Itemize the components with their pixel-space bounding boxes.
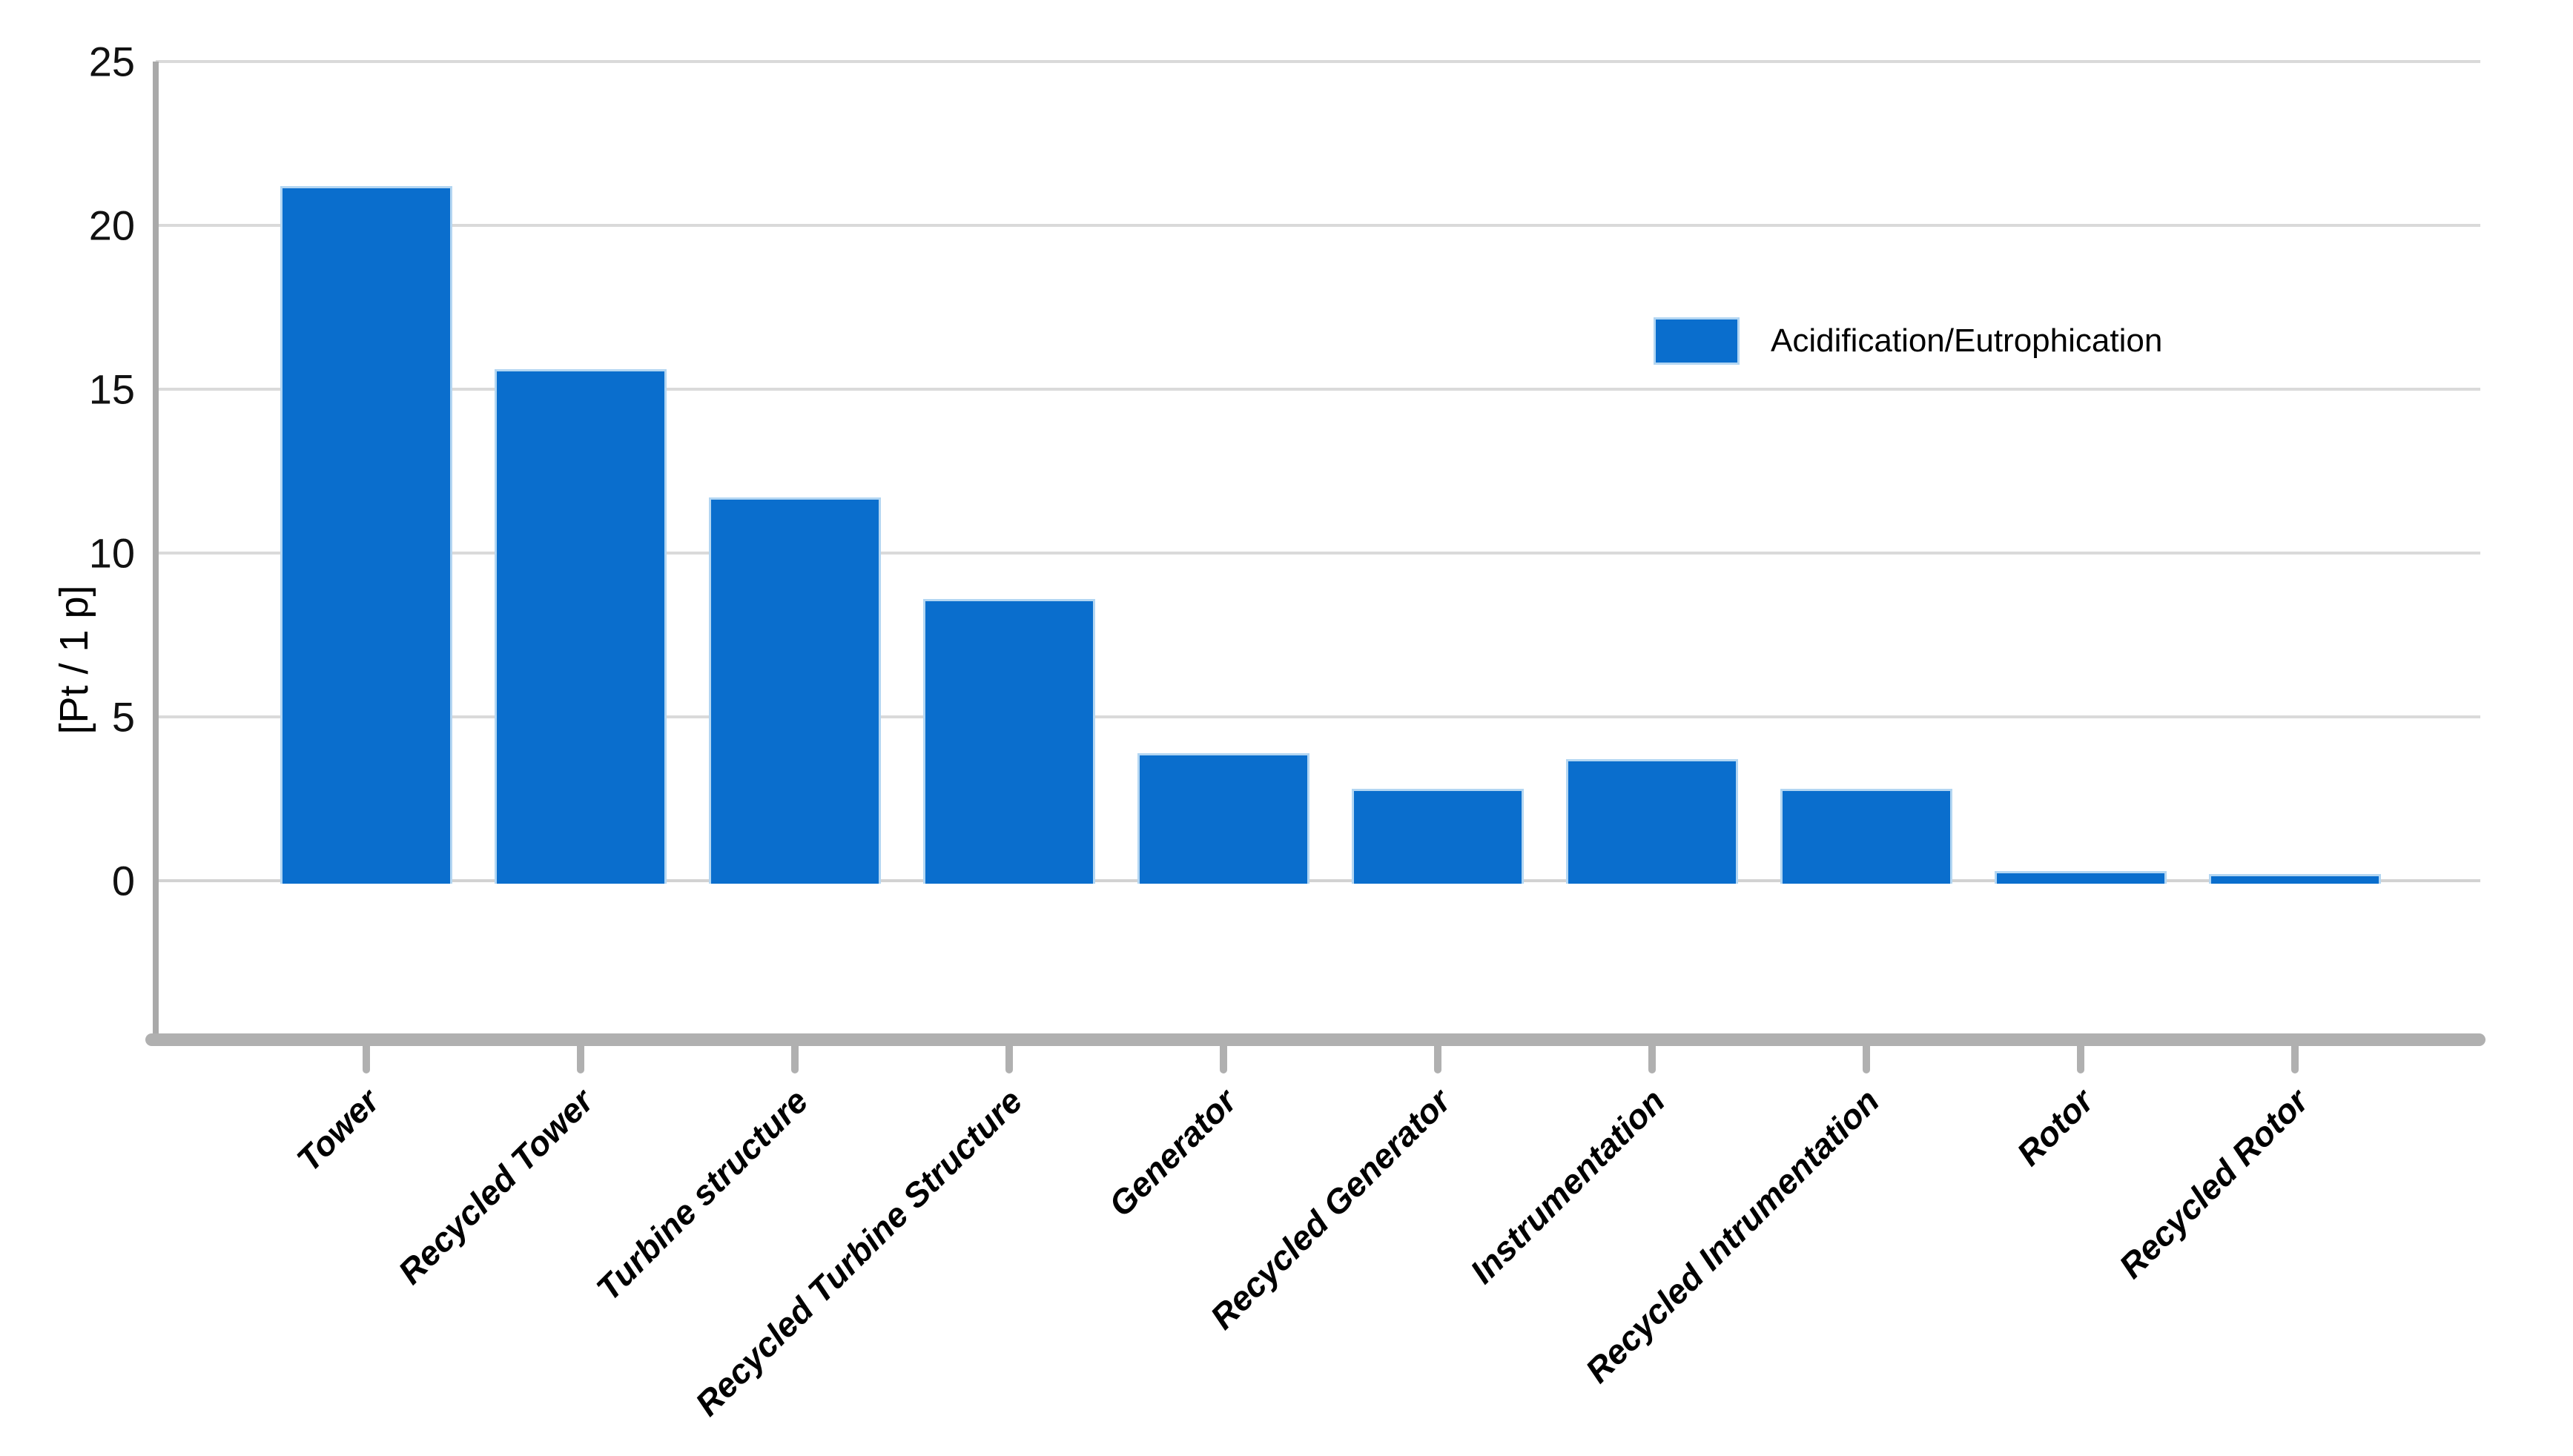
y-tick-label: 5 xyxy=(111,693,135,741)
x-axis-line xyxy=(145,1033,2486,1046)
gridline-y-10 xyxy=(156,552,2480,555)
gridline-y-20 xyxy=(156,224,2480,227)
legend-swatch xyxy=(1654,317,1740,365)
legend: Acidification/Eutrophication xyxy=(1654,317,2162,365)
x-category-label: Recycled Rotor xyxy=(2111,1081,2316,1286)
x-tick-mark xyxy=(2077,1044,2084,1073)
y-tick-label: 10 xyxy=(88,529,135,577)
gridline-y-0 xyxy=(156,879,2480,882)
x-tick-mark xyxy=(2291,1044,2299,1073)
gridline-y-15 xyxy=(156,388,2480,391)
x-tick-mark xyxy=(1005,1044,1013,1073)
x-category-label: Generator xyxy=(1101,1081,1244,1224)
y-tick-label: 0 xyxy=(111,857,135,904)
bar-recycled-generator xyxy=(1352,789,1524,884)
y-tick-label: 15 xyxy=(88,365,135,413)
x-tick-mark xyxy=(1220,1044,1227,1073)
x-category-label: Tower xyxy=(289,1081,387,1179)
x-category-label: Turbine structure xyxy=(589,1081,816,1308)
x-tick-mark xyxy=(577,1044,584,1073)
y-tick-label: 25 xyxy=(88,38,135,85)
bar-instrumentation xyxy=(1566,759,1738,884)
x-tick-mark xyxy=(791,1044,799,1073)
y-tick-label: 20 xyxy=(88,202,135,249)
x-tick-mark xyxy=(1648,1044,1656,1073)
x-category-label: Instrumentation xyxy=(1462,1081,1673,1291)
x-tick-mark xyxy=(363,1044,370,1073)
bar-tower xyxy=(280,185,452,884)
x-tick-mark xyxy=(1434,1044,1441,1073)
bar-rotor xyxy=(1995,870,2167,884)
x-tick-mark xyxy=(1863,1044,1870,1073)
bar-generator xyxy=(1137,752,1309,884)
gridline-y-5 xyxy=(156,715,2480,718)
y-axis-line xyxy=(153,62,159,1046)
bar-recycled-rotor xyxy=(2209,874,2381,884)
gridline-y-25 xyxy=(156,60,2480,63)
x-category-label: Recycled Generator xyxy=(1203,1081,1459,1337)
x-category-label: Rotor xyxy=(2009,1081,2101,1174)
bar-turbine-structure xyxy=(709,497,881,884)
x-category-label: Recycled Tower xyxy=(391,1081,601,1291)
bar-recycled-turbine-structure xyxy=(923,598,1095,884)
bar-recycled-tower xyxy=(495,369,667,884)
bar-recycled-intrumentation xyxy=(1780,789,1952,884)
legend-label: Acidification/Eutrophication xyxy=(1771,322,2163,359)
